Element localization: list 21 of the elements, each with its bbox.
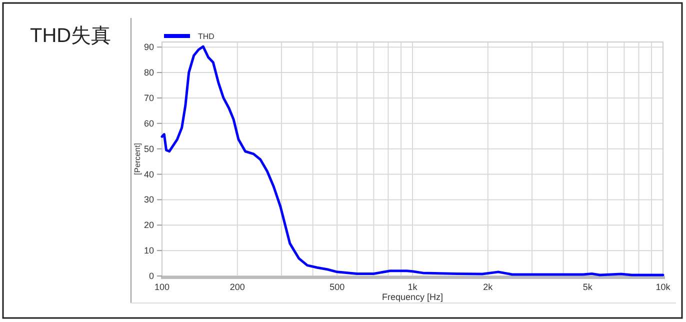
x-tick-label: 200 <box>230 282 245 292</box>
y-tick-label: 80 <box>144 68 154 78</box>
y-tick-label: 30 <box>144 194 154 205</box>
x-tick-label: 5k <box>582 282 593 292</box>
x-tick-label: 2k <box>483 282 494 292</box>
y-axis-title: [Percent] <box>133 142 142 176</box>
y-tick-label: 50 <box>144 144 154 154</box>
y-tick-label: 70 <box>144 92 154 103</box>
y-tick-label: 10 <box>144 246 154 256</box>
y-tick-label: 20 <box>144 220 154 230</box>
x-tick-label: 10k <box>656 282 671 292</box>
y-tick-label: 40 <box>144 169 154 180</box>
chart-title: THD失真 <box>30 25 112 47</box>
x-axis-title: Frequency [Hz] <box>382 292 444 302</box>
legend-label: THD <box>198 32 215 41</box>
x-tick-label: 1k <box>408 282 418 292</box>
y-tick-label: 90 <box>144 42 154 52</box>
y-tick-label: 60 <box>144 118 154 128</box>
x-tick-label: 500 <box>330 282 345 292</box>
x-tick-label: 100 <box>154 282 170 292</box>
y-tick-label: 0 <box>148 271 154 281</box>
